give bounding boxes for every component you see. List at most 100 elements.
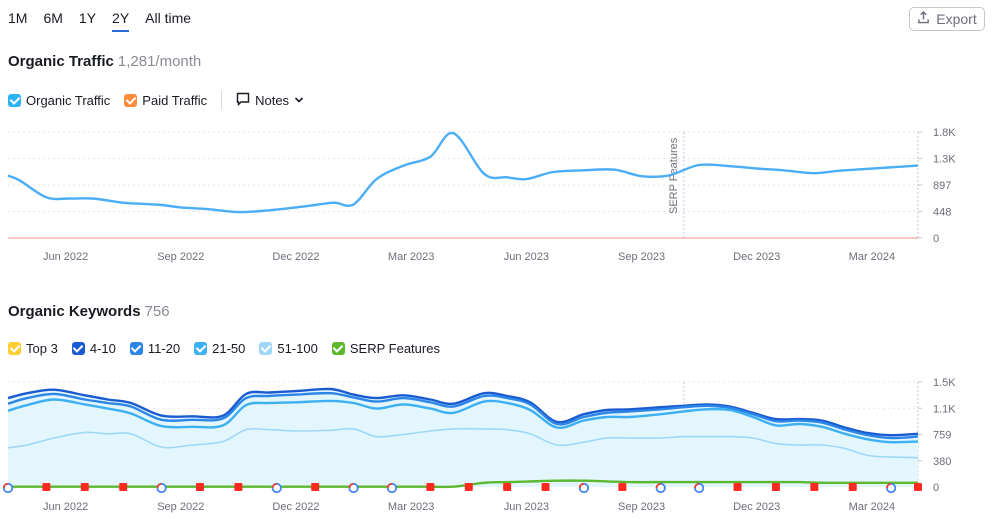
- legend-label: Paid Traffic: [142, 92, 208, 108]
- y-tick-label: 448: [933, 207, 951, 219]
- notes-label: Notes: [255, 92, 290, 108]
- x-tick-label: Dec 2022: [272, 501, 319, 513]
- legend-top-3[interactable]: Top 3: [8, 341, 58, 356]
- keywords-legend: Top 3 4-10 11-20 21-50 51-100 SERP Featu…: [8, 341, 454, 356]
- flag-icon: [733, 483, 742, 491]
- x-tick-label: Sep 2023: [618, 501, 665, 513]
- notes-dropdown[interactable]: Notes: [236, 92, 304, 109]
- date-range-tabs: 1M 6M 1Y 2Y All time: [8, 10, 207, 32]
- export-label: Export: [936, 11, 977, 27]
- google-icon-arc: [694, 482, 700, 489]
- x-tick-label: Dec 2023: [733, 251, 780, 263]
- flag-icon: [42, 483, 51, 491]
- traffic-title: Organic Traffic 1,281/month: [8, 53, 201, 70]
- series-51-100: [7, 427, 919, 459]
- x-tick-label: Jun 2022: [43, 251, 88, 263]
- divider: [221, 91, 223, 109]
- flag-icon: [771, 483, 780, 491]
- google-icon-arc: [156, 482, 162, 489]
- traffic-title-text: Organic Traffic: [8, 53, 114, 70]
- google-icon-arc: [886, 482, 892, 489]
- google-icon-arc: [348, 482, 354, 489]
- y-tick-label: 1.8K: [933, 127, 956, 139]
- series-organic-traffic: [7, 131, 919, 214]
- x-tick-label: Dec 2022: [272, 251, 319, 263]
- x-tick-label: Mar 2023: [388, 251, 434, 263]
- google-icon-arc: [2, 482, 9, 489]
- legend-label: Organic Traffic: [26, 92, 111, 108]
- traffic-chart: 1.8K 1.3K 897 448 0 Jun 2022 Sep 2022 Dec 2022 M…: [7, 127, 956, 263]
- checkbox-icon: [8, 93, 21, 107]
- checkbox-icon: [129, 342, 143, 355]
- google-icon-arc: [271, 482, 277, 489]
- legend-paid-traffic[interactable]: Paid Traffic: [124, 93, 207, 108]
- x-tick-label: Sep 2022: [157, 251, 204, 263]
- legend-organic-traffic[interactable]: Organic Traffic: [8, 93, 110, 108]
- google-icon-arc: [578, 482, 585, 489]
- flag-icon: [810, 483, 819, 491]
- flag-icon: [119, 483, 128, 491]
- traffic-value: 1,281/month: [117, 53, 202, 70]
- range-2y[interactable]: 2Y: [112, 10, 130, 32]
- legend-11-20[interactable]: 11-20: [129, 341, 181, 356]
- legend-serp-features[interactable]: SERP Features: [331, 341, 440, 356]
- y-tick-label: 897: [933, 180, 951, 192]
- google-icon-arc: [655, 482, 661, 489]
- range-all-time[interactable]: All time: [145, 10, 192, 26]
- flag-icon: [503, 483, 512, 491]
- series-11-20: [7, 391, 919, 440]
- checkbox-icon: [331, 342, 345, 355]
- legend-21-50[interactable]: 21-50: [194, 341, 245, 356]
- keywords-chart: 1.5K 1.1K 759 380 0 Jun 2022 Sep 2022 Dec 2022 M…: [2, 377, 956, 513]
- checkbox-icon: [8, 342, 21, 355]
- export-button[interactable]: Export: [909, 7, 985, 31]
- legend-label: Top 3: [26, 341, 58, 356]
- flag-icon: [914, 483, 922, 491]
- notes-icon: [236, 92, 250, 109]
- y-tick-label: 1.5K: [933, 377, 956, 389]
- series-4-10: [7, 387, 919, 437]
- keywords-value: 756: [144, 303, 170, 320]
- y-tick-label: 759: [933, 430, 951, 442]
- keywords-title-text: Organic Keywords: [8, 303, 141, 320]
- legend-label: 11-20: [147, 341, 181, 356]
- checkbox-icon: [259, 342, 273, 355]
- keywords-title: Organic Keywords 756: [8, 303, 170, 320]
- y-tick-label: 380: [933, 456, 951, 468]
- x-tick-label: Jun 2023: [504, 251, 549, 263]
- series-21-50: [7, 398, 919, 444]
- annotation-label: SERP Features: [668, 137, 680, 214]
- chevron-down-icon: [294, 93, 304, 108]
- x-tick-label: Mar 2023: [388, 501, 434, 513]
- range-1m[interactable]: 1M: [8, 10, 28, 26]
- checkbox-icon: [124, 93, 138, 107]
- x-tick-label: Jun 2023: [504, 501, 549, 513]
- y-tick-label: 0: [933, 482, 939, 494]
- y-tick-label: 1.3K: [933, 154, 956, 166]
- legend-label: 51-100: [277, 341, 318, 356]
- x-tick-label: Jun 2022: [43, 501, 88, 513]
- flag-icon: [464, 483, 473, 491]
- x-tick-label: Mar 2024: [849, 251, 895, 263]
- flag-icon: [234, 483, 243, 491]
- x-tick-label: Mar 2024: [849, 501, 895, 513]
- legend-label: 4-10: [89, 341, 116, 356]
- flag-icon: [195, 483, 204, 491]
- x-tick-label: Sep 2022: [157, 501, 204, 513]
- legend-4-10[interactable]: 4-10: [71, 341, 116, 356]
- legend-label: SERP Features: [349, 341, 440, 356]
- checkbox-icon: [194, 342, 208, 355]
- legend-51-100[interactable]: 51-100: [259, 341, 318, 356]
- legend-label: 21-50: [212, 341, 246, 356]
- flag-icon: [80, 483, 89, 491]
- x-tick-label: Sep 2023: [618, 251, 665, 263]
- flag-icon: [311, 483, 320, 491]
- range-6m[interactable]: 6M: [43, 10, 63, 26]
- checkbox-icon: [71, 342, 85, 355]
- y-tick-label: 1.1K: [933, 403, 956, 415]
- range-1y[interactable]: 1Y: [78, 10, 97, 26]
- export-icon: [917, 10, 930, 27]
- google-icon-arc: [386, 482, 393, 489]
- flag-icon: [618, 483, 627, 491]
- flag-icon: [541, 483, 550, 491]
